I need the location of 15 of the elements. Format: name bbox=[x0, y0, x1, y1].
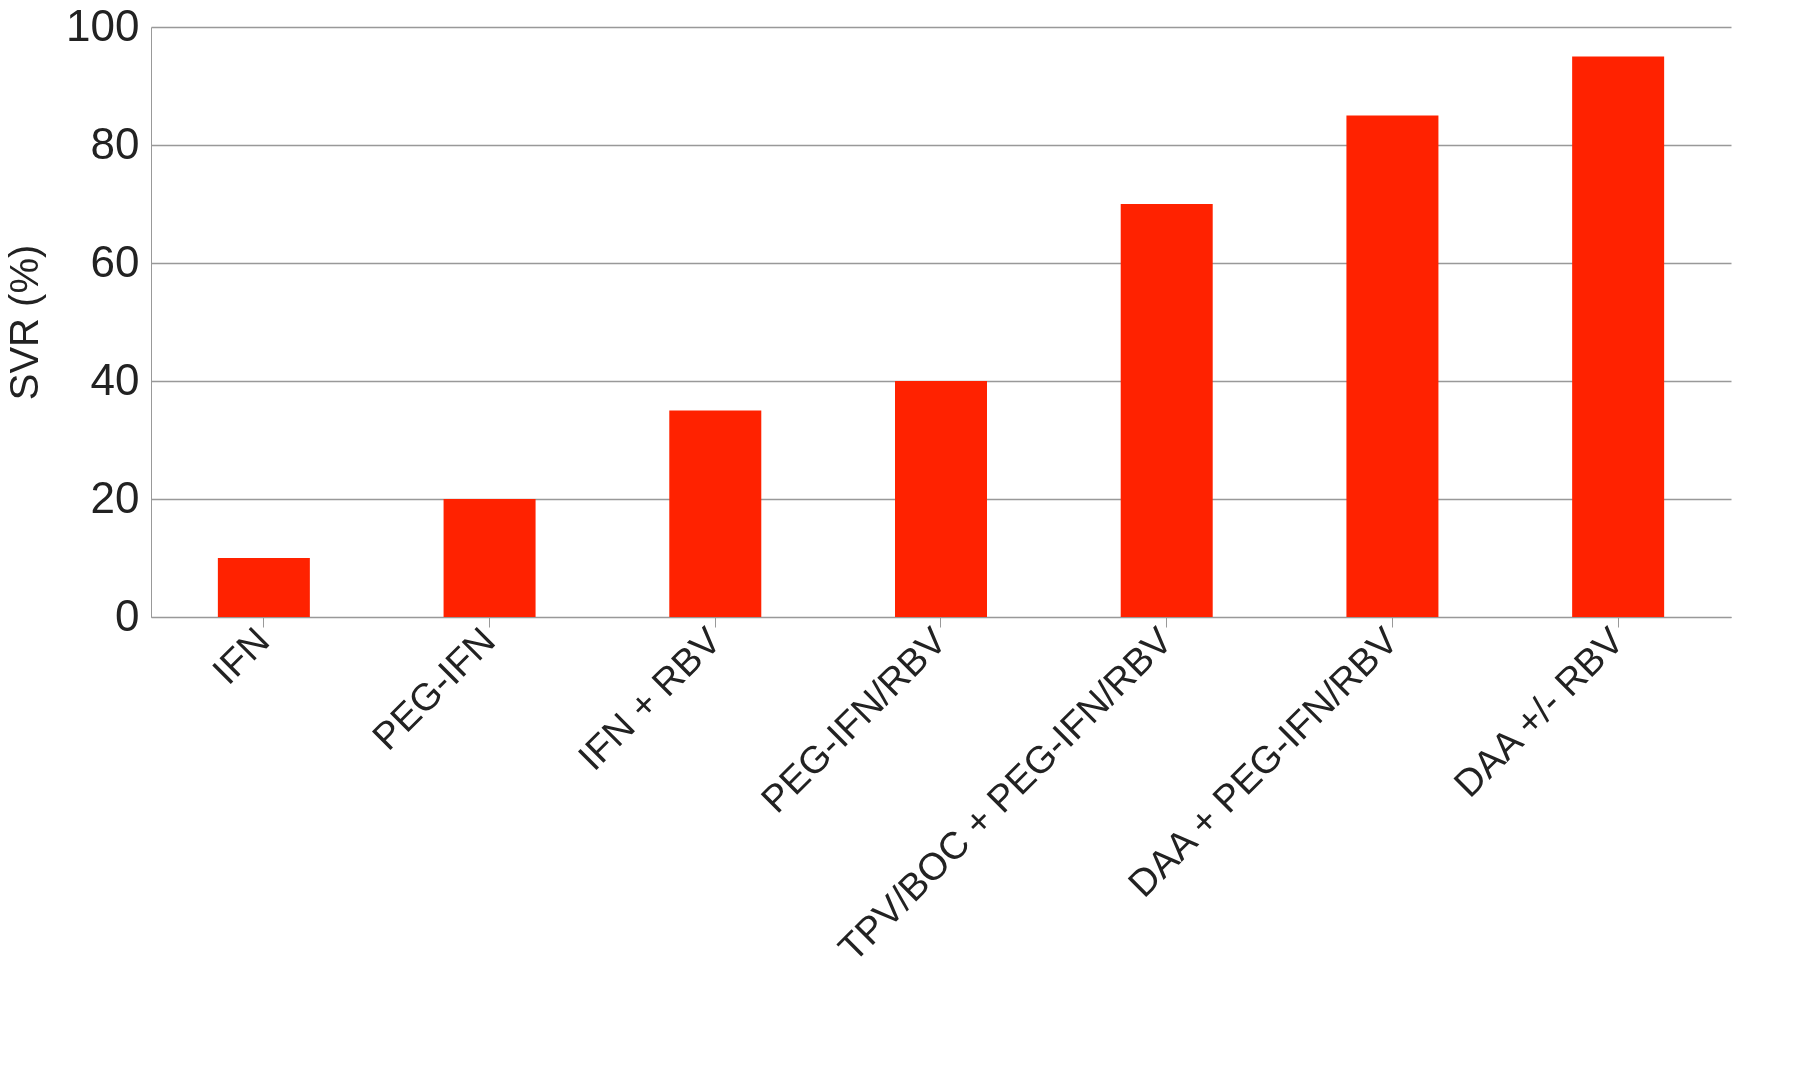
bar bbox=[1120, 204, 1213, 617]
y-axis-title: SVR (%) bbox=[2, 244, 47, 401]
bar bbox=[217, 558, 310, 617]
y-tick-label: 100 bbox=[66, 0, 140, 50]
y-tick-label: 60 bbox=[90, 236, 140, 286]
x-tick-label: IFN bbox=[204, 619, 278, 693]
bar bbox=[1572, 56, 1665, 617]
bar bbox=[895, 381, 987, 617]
y-tick-label: 80 bbox=[90, 118, 140, 168]
bar bbox=[1346, 115, 1439, 617]
y-tick-label: 20 bbox=[90, 472, 140, 522]
bar bbox=[443, 499, 536, 617]
bar bbox=[669, 410, 762, 617]
y-tick-label: 40 bbox=[90, 354, 140, 404]
y-tick-label: 0 bbox=[115, 590, 140, 640]
